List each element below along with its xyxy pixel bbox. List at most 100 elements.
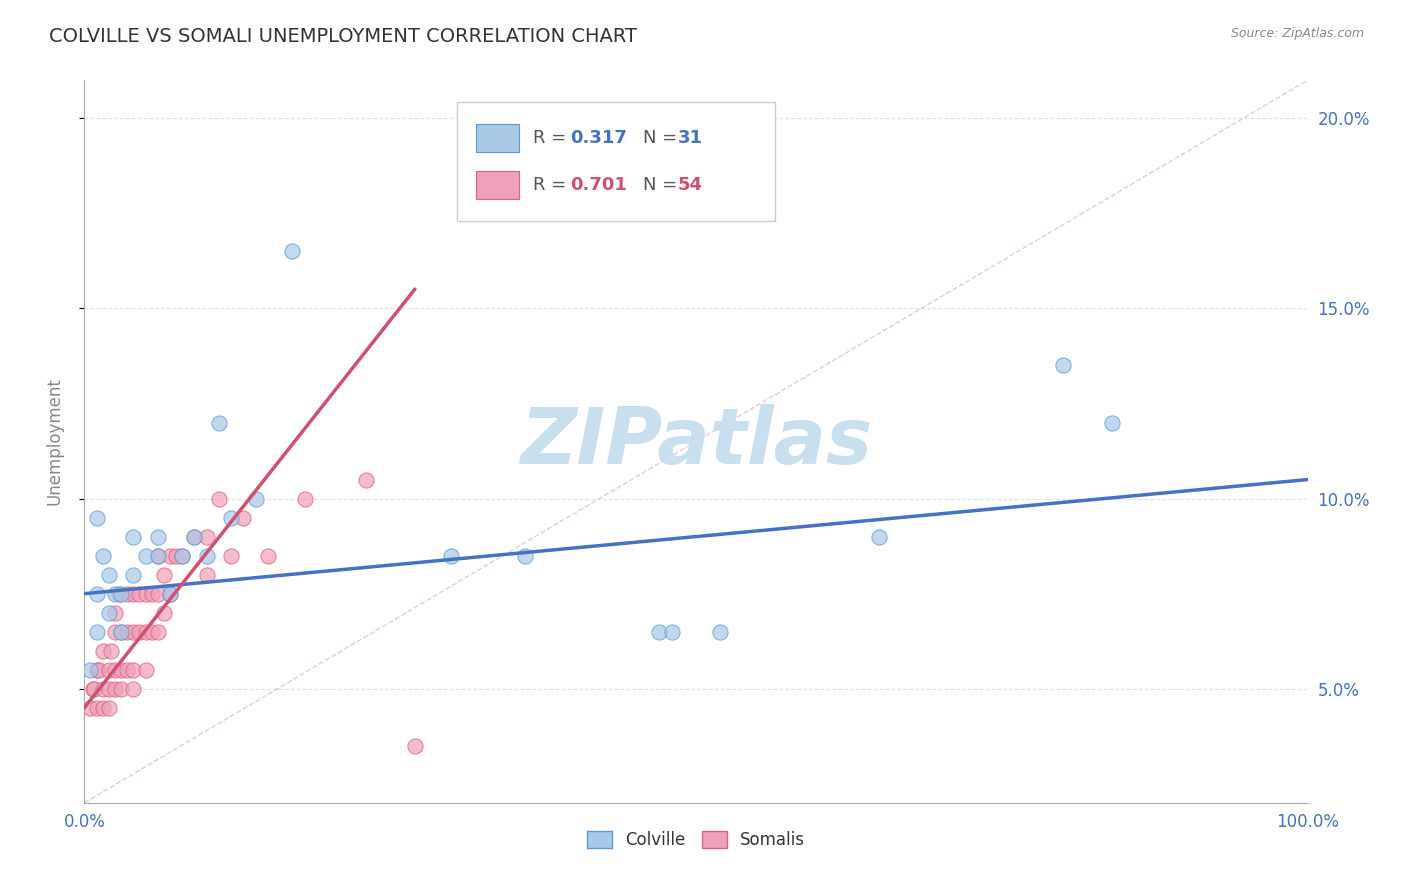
Point [648,624,671,639]
Point [172,549,194,563]
Point [86,587,108,601]
Point [195,549,218,563]
Point [208,491,231,506]
Point [183,530,205,544]
FancyBboxPatch shape [475,124,519,152]
Point [79,700,101,714]
Point [232,510,254,524]
Point [153,567,176,582]
FancyBboxPatch shape [457,102,776,221]
Point [146,549,169,563]
Text: ZIPatlas: ZIPatlas [520,403,872,480]
Point [115,663,138,677]
Point [122,624,145,639]
Point [91,700,114,714]
Point [513,549,536,563]
Point [869,530,891,544]
Point [82,681,104,696]
Point [110,681,132,696]
Text: Source: ZipAtlas.com: Source: ZipAtlas.com [1230,27,1364,40]
Point [104,587,127,601]
Point [91,643,114,657]
Point [122,587,145,601]
Point [104,624,127,639]
Text: N =: N = [644,129,683,147]
Text: 0.701: 0.701 [569,176,627,194]
Point [97,681,120,696]
Point [281,244,304,259]
Point [135,587,157,601]
Point [172,549,194,563]
Point [91,549,114,563]
Point [100,643,122,657]
Point [159,587,181,601]
Point [110,587,132,601]
Point [219,510,242,524]
Point [104,606,127,620]
Point [104,681,127,696]
Point [128,587,150,601]
Point [115,587,138,601]
Point [122,663,145,677]
Point [135,624,157,639]
Point [146,587,169,601]
Text: 31: 31 [678,129,703,147]
Text: R =: R = [533,176,572,194]
Point [122,681,145,696]
Point [159,587,181,601]
Point [97,700,120,714]
Point [146,624,169,639]
Text: R =: R = [533,129,572,147]
Point [97,663,120,677]
Point [115,624,138,639]
Point [245,491,267,506]
Text: N =: N = [644,176,683,194]
Point [195,530,218,544]
Point [354,473,377,487]
Point [404,739,426,753]
Point [86,700,108,714]
Point [661,624,683,639]
Point [128,624,150,639]
Point [159,549,181,563]
Point [87,663,110,677]
Point [165,549,187,563]
Y-axis label: Unemployment: Unemployment [45,377,63,506]
Text: 0.317: 0.317 [569,129,627,147]
Point [135,663,157,677]
Point [195,567,218,582]
Point [83,681,105,696]
Point [110,624,132,639]
Text: COLVILLE VS SOMALI UNEMPLOYMENT CORRELATION CHART: COLVILLE VS SOMALI UNEMPLOYMENT CORRELAT… [49,27,637,45]
Point [107,587,129,601]
Point [183,530,205,544]
Point [153,606,176,620]
Point [294,491,316,506]
Point [86,624,108,639]
Point [97,567,120,582]
Point [110,624,132,639]
Point [104,663,127,677]
Point [135,549,157,563]
Point [86,663,108,677]
Point [440,549,463,563]
Point [86,510,108,524]
Legend: Colville, Somalis: Colville, Somalis [581,824,811,856]
Point [79,663,101,677]
Point [146,549,169,563]
Point [146,530,169,544]
Point [97,606,120,620]
FancyBboxPatch shape [475,171,519,199]
Point [141,624,163,639]
Point [110,663,132,677]
Point [1101,416,1123,430]
Point [141,587,163,601]
Text: 54: 54 [678,176,703,194]
Point [122,530,145,544]
Point [709,624,731,639]
Point [1052,359,1074,373]
Point [257,549,280,563]
Point [122,567,145,582]
Point [208,416,231,430]
Point [91,681,114,696]
